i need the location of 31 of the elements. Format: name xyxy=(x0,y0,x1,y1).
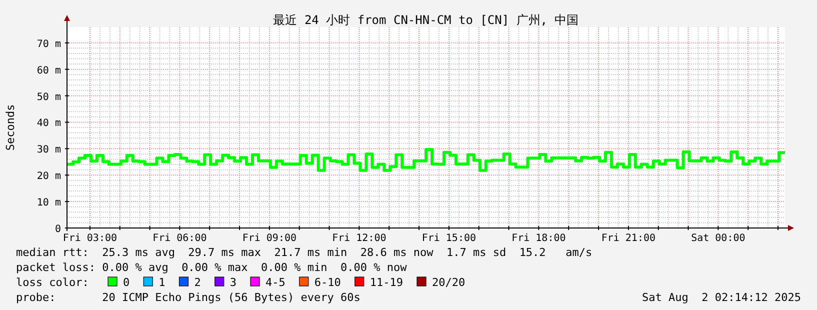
x-tick-label: Fri 12:00 xyxy=(332,233,386,244)
x-tick-label: Fri 03:00 xyxy=(62,233,118,244)
y-tick-label: 0 xyxy=(54,224,61,235)
y-tick-label: 70 m xyxy=(36,38,61,50)
x-tick-label: Fri 18:00 xyxy=(512,233,566,244)
y-tick-label: 40 m xyxy=(36,118,61,130)
legend-title: loss color: xyxy=(16,276,89,289)
text: Sat Aug 2 02:14:12 2025 xyxy=(642,291,801,304)
legend-label: 0 xyxy=(123,276,130,289)
y-tick-label: 60 m xyxy=(36,65,61,76)
text: probe: 20 ICMP Echo Pings (56 Bytes) every 60s xyxy=(16,291,360,304)
y-tick-label: 20 m xyxy=(36,171,61,182)
x-tick-label: Fri 09:00 xyxy=(242,233,297,244)
chart-title: 最近 24 小时 from CN-HN-CM to [CN] 广州, 中国 xyxy=(273,13,579,27)
x-tick-label: Fri 06:00 xyxy=(152,233,207,244)
legend-label: 11-19 xyxy=(370,276,403,289)
y-tick-label: 30 m xyxy=(36,144,61,156)
legend-label: 6-10 xyxy=(314,276,341,289)
y-tick-label: 10 m xyxy=(36,198,61,209)
x-tick-label: Fri 15:00 xyxy=(422,233,476,244)
legend-label: 4-5 xyxy=(266,276,286,289)
x-tick-label: Fri 21:00 xyxy=(601,233,656,244)
legend-label: 3 xyxy=(230,276,236,289)
y-tick-label: 50 m xyxy=(36,92,61,103)
legend-label: 1 xyxy=(158,276,166,289)
y-axis-title: Seconds xyxy=(4,104,17,151)
x-tick-label: Sat 00:00 xyxy=(691,233,746,244)
text: median rtt: 25.3 ms avg 29.7 ms max 21.7 ms min 28.6 ms now 1.7 ms sd 15.2 am/s xyxy=(16,246,592,259)
legend-label: 2 xyxy=(194,276,201,289)
text: packet loss: 0.00 % avg 0.00 % max 0.00 % min 0.00 % now xyxy=(16,261,408,274)
legend-label: 20/20 xyxy=(432,276,466,289)
